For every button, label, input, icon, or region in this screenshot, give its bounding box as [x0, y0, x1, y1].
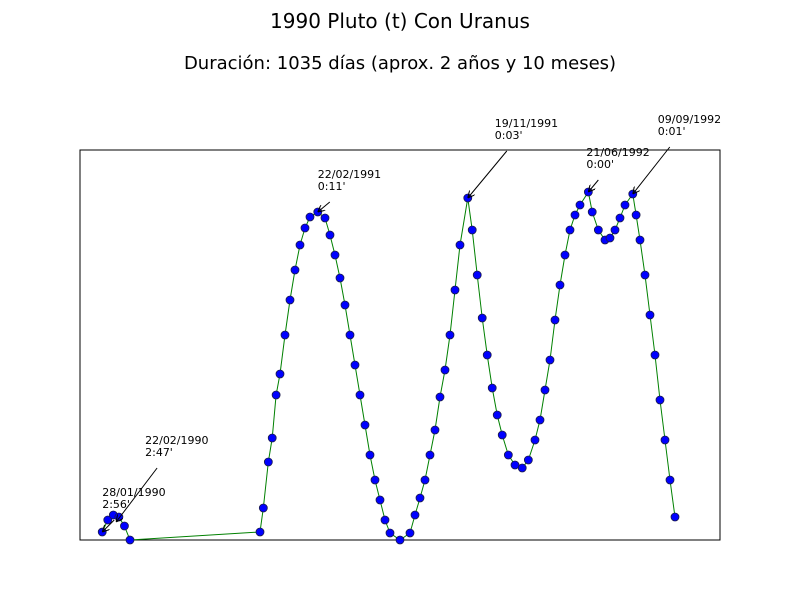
annotation-text: 09/09/1992 — [658, 113, 721, 126]
point — [340, 300, 350, 310]
point — [650, 350, 660, 360]
point — [645, 310, 655, 320]
point — [455, 240, 465, 250]
point — [503, 450, 513, 460]
point — [120, 521, 129, 531]
point — [635, 235, 645, 245]
annotation-arrow — [468, 150, 508, 198]
annotation-text: 22/02/1990 — [145, 434, 208, 447]
point — [620, 200, 630, 210]
point — [670, 512, 680, 522]
point — [492, 410, 502, 420]
annotation-arrow — [116, 467, 158, 522]
point — [565, 225, 575, 235]
annotation-text: 0:01' — [658, 125, 686, 138]
point — [445, 330, 455, 340]
point — [587, 207, 597, 217]
point — [335, 273, 345, 283]
chart-title: 1990 Pluto (t) Con Uranus — [270, 9, 530, 33]
point — [267, 433, 277, 443]
point — [487, 383, 497, 393]
point — [530, 435, 540, 445]
annotation-text: 2:56' — [102, 498, 130, 511]
point — [285, 295, 295, 305]
annotation-text: 2:47' — [145, 446, 173, 459]
point — [610, 225, 620, 235]
point — [631, 210, 641, 220]
annotation-arrow — [102, 519, 115, 532]
annotation-text: 28/01/1990 — [102, 486, 165, 499]
point — [655, 395, 665, 405]
point — [477, 313, 487, 323]
annotation-arrow — [318, 201, 331, 212]
point — [640, 270, 650, 280]
point — [435, 392, 445, 402]
point — [605, 233, 615, 243]
point — [570, 210, 580, 220]
annotation-text: 21/06/1992 — [586, 146, 649, 159]
point — [575, 200, 585, 210]
annotation-text: 0:11' — [318, 180, 346, 193]
point — [355, 390, 365, 400]
annotation-arrow — [633, 146, 671, 194]
point — [345, 330, 355, 340]
point — [103, 515, 113, 525]
point — [430, 425, 440, 435]
point — [255, 527, 265, 537]
point — [405, 528, 415, 538]
point — [555, 280, 565, 290]
point — [385, 528, 395, 538]
chart-subtitle: Duración: 1035 días (aprox. 2 años y 10 … — [184, 53, 616, 74]
point — [660, 435, 670, 445]
point — [472, 270, 482, 280]
point — [365, 450, 375, 460]
point — [350, 360, 360, 370]
point — [370, 475, 380, 485]
point — [593, 225, 603, 235]
point — [280, 330, 290, 340]
point — [305, 212, 315, 222]
point — [330, 250, 340, 260]
point — [482, 350, 492, 360]
point — [517, 463, 527, 473]
point — [497, 430, 507, 440]
point — [295, 240, 305, 250]
point — [360, 420, 370, 430]
point — [300, 223, 310, 233]
annotation-text: 0:03' — [495, 129, 523, 142]
point — [545, 355, 555, 365]
annotation-text: 0:00' — [586, 158, 614, 171]
point — [615, 213, 625, 223]
point — [410, 510, 420, 520]
point — [263, 457, 273, 467]
point — [467, 225, 477, 235]
point — [535, 415, 545, 425]
annotation-text: 19/11/1991 — [495, 117, 558, 130]
point — [258, 503, 268, 513]
point — [325, 230, 335, 240]
point — [125, 535, 135, 545]
point — [290, 265, 300, 275]
annotation-text: 22/02/1991 — [318, 168, 381, 181]
point — [395, 535, 405, 545]
point — [540, 385, 550, 395]
point — [420, 475, 430, 485]
point — [375, 495, 385, 505]
point — [275, 369, 285, 379]
point — [510, 460, 520, 470]
point — [380, 515, 390, 525]
point — [523, 455, 533, 465]
point — [550, 315, 560, 325]
point — [450, 285, 460, 295]
point — [271, 390, 281, 400]
point — [415, 493, 425, 503]
point — [665, 475, 675, 485]
point — [320, 213, 330, 223]
series-line — [101, 190, 676, 541]
point — [560, 250, 570, 260]
annotation-arrow — [588, 179, 599, 192]
point — [440, 365, 450, 375]
point — [425, 450, 435, 460]
